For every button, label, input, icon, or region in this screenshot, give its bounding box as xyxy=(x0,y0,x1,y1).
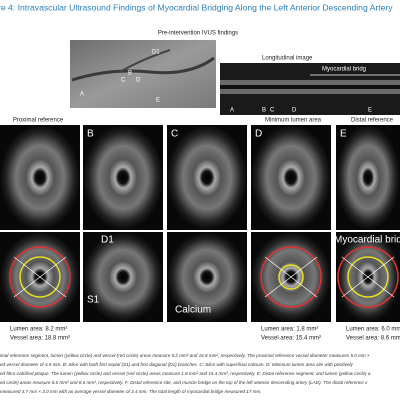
ultrasound-image xyxy=(83,125,163,230)
diameter-line xyxy=(341,256,395,298)
longitudinal-lumen xyxy=(220,85,400,89)
angiogram-label: C xyxy=(121,78,126,84)
area-measure: Vessel area: 18.8 mm² xyxy=(10,336,70,342)
panel-letter: C xyxy=(171,129,178,140)
vessel-outline xyxy=(260,246,322,308)
longitudinal-label: B xyxy=(262,108,266,114)
longitudinal-label: C xyxy=(270,108,275,114)
area-measure: Lumen area: 8.2 mm² xyxy=(10,327,67,333)
lumen-outline xyxy=(347,256,389,298)
caption-line: ed vessel diameter of 4.9 mm. B: Slice w… xyxy=(0,362,354,367)
overlay-label: D1 xyxy=(101,235,114,246)
ultrasound-image xyxy=(167,232,247,322)
angiogram-label: E xyxy=(156,98,160,104)
panel-heading: Proximal reference xyxy=(13,118,64,124)
caption: imal reference segment, lumen (yellow ci… xyxy=(0,353,371,394)
angiogram-vessel xyxy=(71,56,215,82)
caption-line: ed circle) areas measure 6.0 mm² and 8.6… xyxy=(0,380,368,385)
panel-letter: D xyxy=(255,129,262,140)
caption-line: ed fibro-calcified plaque. The lumen (ye… xyxy=(0,371,371,376)
vessel-outline xyxy=(337,246,399,308)
longitudinal-label: D xyxy=(292,108,297,114)
angiogram-label: D1 xyxy=(152,50,160,56)
angiogram-label: B xyxy=(128,71,132,77)
panel-heading: Distal reference xyxy=(351,118,394,124)
longitudinal-title: Longitudinal image xyxy=(262,56,313,62)
overlay-label: Calcium xyxy=(175,305,211,316)
caption-line: imal reference segment, lumen (yellow ci… xyxy=(0,353,370,358)
panels: Lumen area: 8.2 mm² Vessel area: 18.8 mm²… xyxy=(0,125,400,342)
area-measure: Lumen area: 1.8 mm² xyxy=(261,327,318,333)
lumen-outline xyxy=(278,264,304,290)
area-measure: Vessel area: 15.4 mm² xyxy=(261,336,321,342)
ultrasound-image xyxy=(167,125,247,230)
angiogram-title: Pre-intervention IVUS findings xyxy=(158,31,238,37)
vessel-outline xyxy=(9,246,71,308)
figure-title: re 4: Intravascular Ultrasound Findings … xyxy=(0,2,393,12)
lumen-outline xyxy=(19,256,61,298)
diameter-line xyxy=(13,256,67,298)
ultrasound-image xyxy=(0,125,80,230)
diameter-line xyxy=(264,256,318,298)
angiogram-branch xyxy=(119,49,171,73)
longitudinal-label: A xyxy=(230,108,234,114)
panel-heading: Minimum lumen area xyxy=(265,118,322,124)
overlay-label: Myocardial bridg xyxy=(334,235,400,246)
area-measure: Lumen area: 6.0 mm² xyxy=(346,327,400,333)
bridge-label: Myocardial bridg xyxy=(322,67,366,73)
ultrasound-image xyxy=(83,232,163,322)
angiogram-label: A xyxy=(80,92,84,98)
angiogram-label: D xyxy=(136,78,141,84)
overlay-label: S1 xyxy=(87,295,100,306)
panel-letter: B xyxy=(87,129,94,140)
ultrasound-image xyxy=(336,125,400,230)
caption-line: measured 3.7 mm × 3.0 mm with an average… xyxy=(0,389,262,394)
ultrasound-image xyxy=(251,125,331,230)
longitudinal-label: E xyxy=(368,108,372,114)
panel-letter: E xyxy=(340,129,347,140)
area-measure: Vessel area: 8.6 mm² xyxy=(346,336,400,342)
